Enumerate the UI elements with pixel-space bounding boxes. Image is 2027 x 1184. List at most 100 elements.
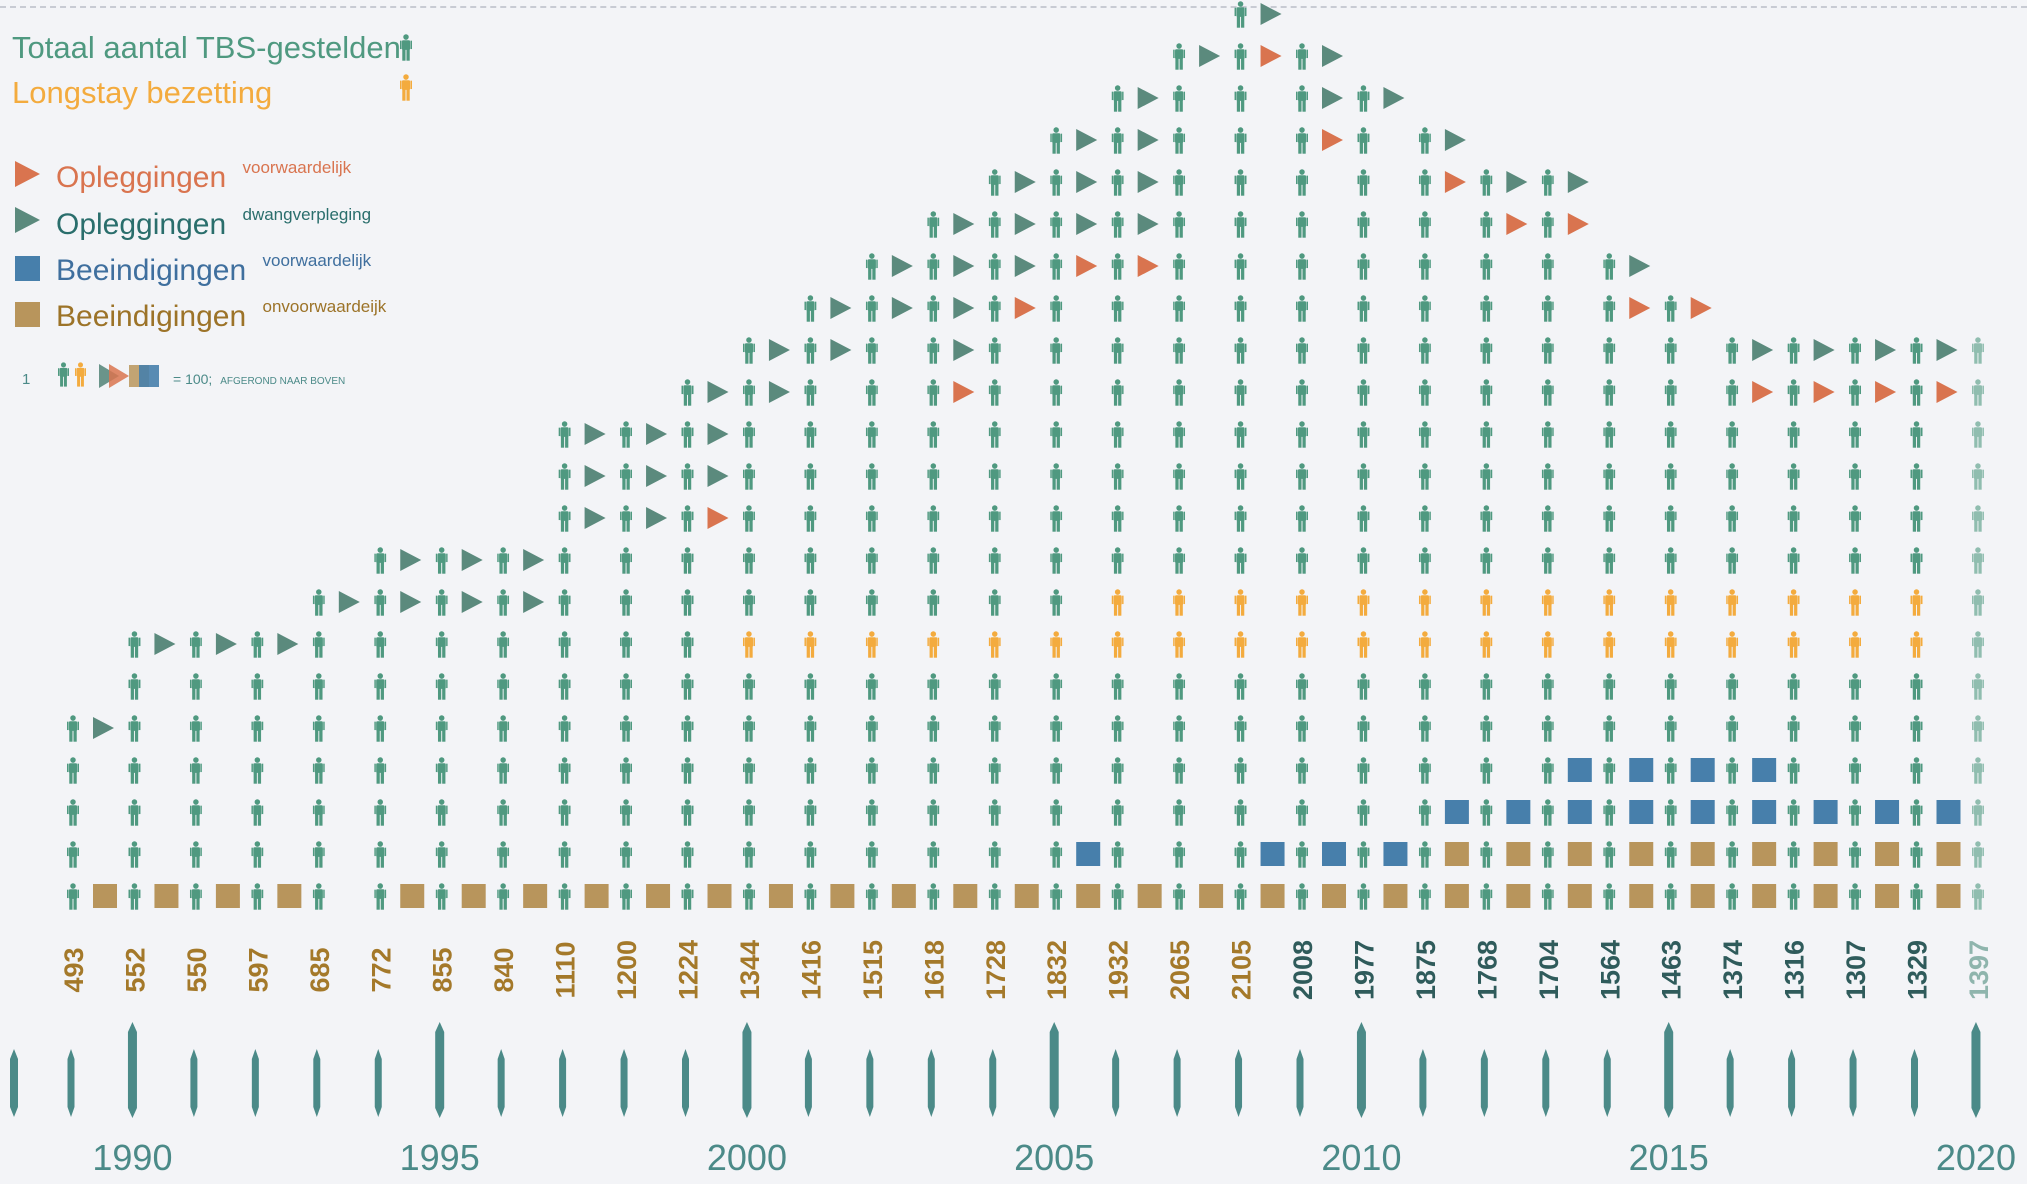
beeindiging-onvoorw-square <box>830 884 855 908</box>
person-icon <box>865 379 878 406</box>
person-icon <box>1664 715 1677 742</box>
longstay-person-icon <box>1787 589 1800 616</box>
total-value-label: 597 <box>243 947 273 992</box>
person-icon <box>1971 673 1984 700</box>
legend-opl-dwang-triangle-icon <box>15 207 40 233</box>
beeindiging-voorw-square <box>1383 842 1408 866</box>
person-icon <box>1541 505 1554 532</box>
person-icon <box>865 337 878 364</box>
person-icon <box>1111 169 1124 196</box>
x-axis-year-label: 2005 <box>1014 1137 1094 1178</box>
longstay-person-icon <box>1234 589 1247 616</box>
total-value-label: 1704 <box>1534 940 1564 1000</box>
person-icon <box>988 169 1001 196</box>
legend-beeind-voorw-sup: voorwaardelijk <box>263 251 372 270</box>
person-icon <box>435 841 448 868</box>
total-value-label: 1416 <box>796 940 826 1000</box>
person-icon <box>1050 799 1063 826</box>
person-icon <box>1541 547 1554 574</box>
legend-beeind-voorw-square-icon <box>15 256 40 281</box>
person-icon <box>1050 505 1063 532</box>
beeindiging-onvoorw-square <box>277 884 302 908</box>
person-icon <box>1971 715 1984 742</box>
legend-total-label: Totaal aantal TBS-gestelden <box>12 30 401 65</box>
axis-tick <box>1726 1049 1734 1117</box>
person-icon <box>1603 883 1616 910</box>
person-icon <box>497 757 510 784</box>
beeindiging-voorw-square <box>1444 800 1469 824</box>
opl-voorw-triangle <box>1813 381 1835 403</box>
person-icon <box>1480 211 1493 238</box>
longstay-person-icon <box>1910 589 1923 616</box>
longstay-person-icon <box>1541 631 1554 658</box>
person-icon <box>1849 673 1862 700</box>
opl-dwang-triangle <box>400 591 422 613</box>
person-icon <box>1173 169 1186 196</box>
legend-longstay-person-icon <box>400 74 412 101</box>
longstay-person-icon <box>1664 589 1677 616</box>
axis-tick <box>927 1049 935 1117</box>
x-axis-year-label: 2000 <box>707 1137 787 1178</box>
person-icon <box>1111 421 1124 448</box>
person-icon <box>1726 421 1739 448</box>
legend-opl-dwang-label: Opleggingen dwangverpleging <box>56 205 371 241</box>
person-icon <box>1296 463 1308 490</box>
person-icon <box>1050 211 1063 238</box>
beeindiging-voorw-square <box>1567 800 1592 824</box>
person-icon <box>312 589 325 616</box>
person-icon <box>742 883 755 910</box>
opl-dwang-triangle <box>1567 171 1589 193</box>
person-icon <box>1050 337 1063 364</box>
person-icon <box>312 757 325 784</box>
person-icon <box>1910 421 1923 448</box>
person-icon <box>312 841 325 868</box>
person-icon <box>1787 463 1800 490</box>
person-icon <box>865 463 878 490</box>
total-value-label: 1397 <box>1964 940 1994 1000</box>
beeindiging-onvoorw-square <box>154 884 179 908</box>
person-icon <box>1849 799 1862 826</box>
beeindiging-onvoorw-square <box>400 884 425 908</box>
person-icon <box>1357 169 1370 196</box>
person-icon <box>1357 883 1370 910</box>
person-icon <box>1234 337 1247 364</box>
opl-voorw-triangle <box>1444 171 1466 193</box>
person-icon <box>1849 337 1862 364</box>
person-icon <box>312 631 325 658</box>
person-icon <box>1418 295 1431 322</box>
opl-dwang-triangle <box>1014 255 1036 277</box>
opl-dwang-triangle <box>1076 171 1098 193</box>
longstay-person-icon <box>865 631 878 658</box>
beeindiging-voorw-square <box>1260 842 1285 866</box>
person-icon <box>620 757 633 784</box>
person-icon <box>620 715 633 742</box>
person-icon <box>804 757 817 784</box>
person-icon <box>988 673 1001 700</box>
opl-dwang-triangle <box>891 255 913 277</box>
person-icon <box>1664 505 1677 532</box>
person-icon <box>558 799 571 826</box>
person-icon <box>1418 169 1431 196</box>
legend-beeind-onvoorw-text: Beeindigingen <box>56 300 246 333</box>
person-icon <box>1849 757 1862 784</box>
person-icon <box>927 337 940 364</box>
person-icon <box>742 379 755 406</box>
axis-tick <box>67 1049 75 1117</box>
beeindiging-onvoorw-square <box>1936 884 1961 908</box>
person-icon <box>1418 715 1431 742</box>
opl-dwang-triangle <box>93 717 114 739</box>
person-icon <box>251 841 264 868</box>
person-icon <box>1111 379 1124 406</box>
person-icon <box>1296 253 1308 280</box>
opl-dwang-triangle <box>1383 87 1405 109</box>
person-icon <box>1787 799 1800 826</box>
opl-dwang-triangle <box>953 297 975 319</box>
axis-tick <box>497 1049 505 1117</box>
longstay-person-icon <box>1910 631 1923 658</box>
person-icon <box>1111 505 1124 532</box>
person-icon <box>1234 85 1247 112</box>
x-axis-year-label: 2010 <box>1321 1137 1401 1178</box>
legend-scale-text: = 100; AFGEROND NAAR BOVEN <box>173 371 345 387</box>
person-icon <box>1357 85 1370 112</box>
person-icon <box>1726 673 1739 700</box>
